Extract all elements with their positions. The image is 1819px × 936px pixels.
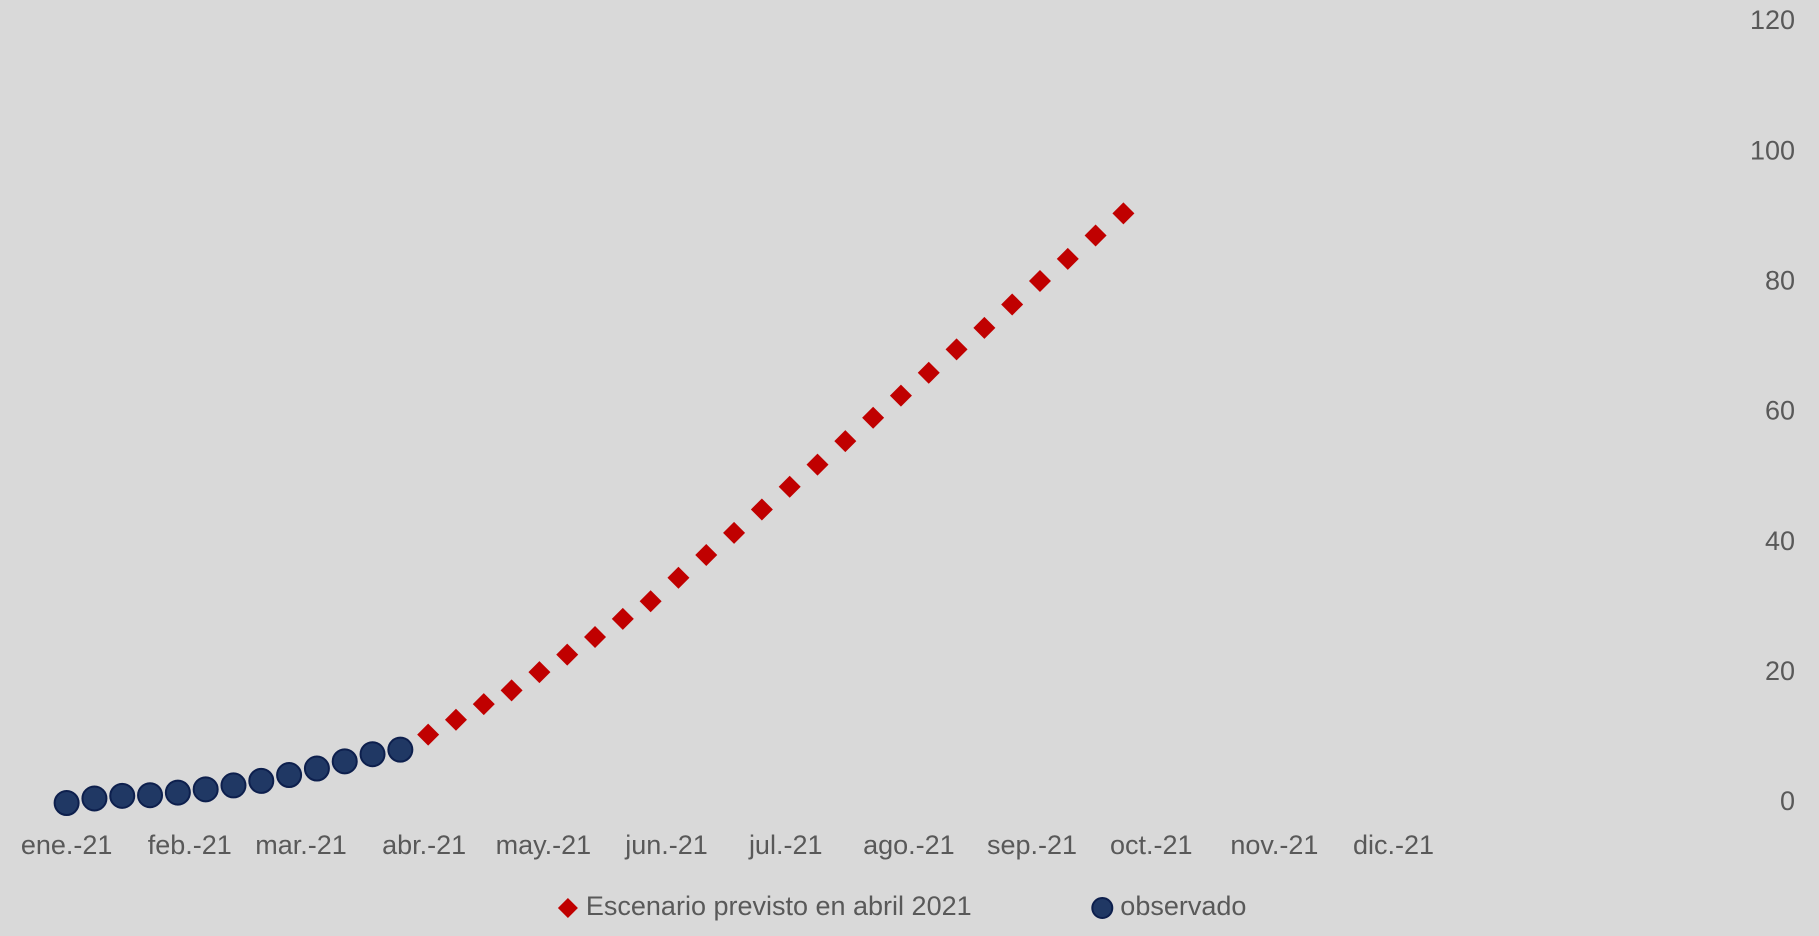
y-tick-label: 20 <box>1765 656 1795 686</box>
point <box>137 782 164 809</box>
point <box>973 316 996 339</box>
x-tick-label: nov.-21 <box>1230 830 1318 860</box>
point <box>1001 293 1024 316</box>
point <box>220 772 247 799</box>
y-tick-label: 40 <box>1765 526 1795 556</box>
x-tick-label: ene.-21 <box>21 830 113 860</box>
x-tick-label: may.-21 <box>496 830 592 860</box>
point <box>862 406 885 429</box>
x-tick-label: feb.-21 <box>148 830 232 860</box>
y-tick-label: 0 <box>1780 786 1795 816</box>
point <box>889 384 912 407</box>
point <box>1056 247 1079 270</box>
point <box>695 544 718 567</box>
legend-label: observado <box>1120 891 1246 921</box>
point <box>1084 224 1107 247</box>
point <box>667 566 690 589</box>
point <box>723 521 746 544</box>
point <box>834 430 857 453</box>
legend-label: Escenario previsto en abril 2021 <box>586 891 972 921</box>
point <box>81 785 108 812</box>
point <box>109 782 136 809</box>
point <box>1112 202 1135 225</box>
point <box>53 790 80 816</box>
x-tick-label: jul.-21 <box>748 830 823 860</box>
point <box>528 661 551 684</box>
legend-marker <box>557 898 578 918</box>
point <box>584 626 607 649</box>
point <box>945 338 968 361</box>
point <box>611 607 634 630</box>
x-tick-label: sep.-21 <box>987 830 1077 860</box>
y-tick-label: 100 <box>1750 135 1795 165</box>
x-tick-label: ago.-21 <box>863 830 955 860</box>
x-tick-label: abr.-21 <box>382 830 466 860</box>
point <box>917 361 940 384</box>
point <box>192 776 219 803</box>
point <box>444 708 467 731</box>
point <box>639 590 662 613</box>
y-tick-label: 60 <box>1765 396 1795 426</box>
point <box>472 693 495 716</box>
point <box>276 762 303 789</box>
point <box>1028 270 1051 293</box>
point <box>359 741 386 768</box>
point <box>750 498 773 521</box>
legend-marker <box>1091 897 1114 919</box>
point <box>806 453 829 476</box>
x-tick-label: mar.-21 <box>255 830 347 860</box>
x-tick-label: dic.-21 <box>1353 830 1434 860</box>
point <box>303 755 330 782</box>
x-tick-label: oct.-21 <box>1110 830 1193 860</box>
y-tick-label: 80 <box>1765 265 1795 295</box>
point <box>417 723 440 746</box>
point <box>331 748 358 775</box>
point <box>556 643 579 666</box>
y-tick-label: 120 <box>1750 5 1795 35</box>
point <box>778 475 801 498</box>
x-tick-label: jun.-21 <box>624 830 708 860</box>
point <box>500 679 523 702</box>
point <box>387 736 414 763</box>
point <box>248 767 275 794</box>
point <box>164 779 191 806</box>
